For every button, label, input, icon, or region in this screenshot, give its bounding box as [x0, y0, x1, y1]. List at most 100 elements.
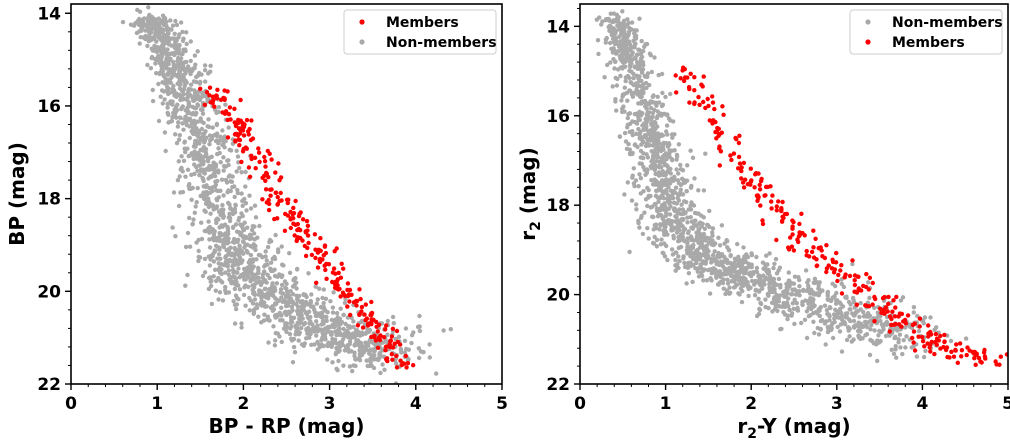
data-point	[890, 310, 894, 314]
data-point	[272, 268, 276, 272]
data-point	[146, 25, 150, 29]
data-point	[637, 65, 641, 69]
data-point	[652, 108, 656, 112]
data-point	[997, 363, 1001, 367]
data-point	[818, 314, 822, 318]
data-point	[336, 315, 340, 319]
data-point	[215, 96, 219, 100]
data-point	[170, 75, 174, 79]
data-point	[672, 236, 676, 240]
data-point	[174, 110, 178, 114]
data-point	[251, 301, 255, 305]
y-tick-label: 20	[546, 286, 570, 306]
data-point	[872, 319, 876, 323]
data-point	[618, 134, 622, 138]
data-point	[235, 149, 239, 153]
data-point	[671, 196, 675, 200]
data-point	[743, 277, 747, 281]
data-point	[199, 72, 203, 76]
data-point	[702, 267, 706, 271]
data-point	[252, 291, 256, 295]
data-point	[611, 57, 615, 61]
data-point	[262, 264, 266, 268]
data-point	[299, 316, 303, 320]
data-point	[755, 194, 759, 198]
data-point	[668, 221, 672, 225]
data-point	[779, 207, 783, 211]
legend-marker	[359, 19, 364, 24]
data-point	[692, 88, 696, 92]
data-point	[252, 308, 256, 312]
data-point	[664, 188, 668, 192]
data-point	[418, 329, 422, 333]
data-point	[221, 216, 225, 220]
data-point	[630, 53, 634, 57]
data-point	[204, 151, 208, 155]
data-point	[595, 18, 599, 22]
data-point	[691, 243, 695, 247]
data-point	[660, 91, 664, 95]
data-point	[689, 200, 693, 204]
data-point	[195, 200, 199, 204]
data-point	[866, 280, 870, 284]
data-point	[368, 313, 372, 317]
data-point	[680, 68, 684, 72]
data-point	[641, 232, 645, 236]
data-point	[689, 186, 693, 190]
data-point	[151, 88, 155, 92]
data-point	[650, 149, 654, 153]
data-point	[668, 92, 672, 96]
data-point	[186, 64, 190, 68]
data-point	[233, 321, 237, 325]
data-point	[942, 339, 946, 343]
data-point	[688, 261, 692, 265]
data-point	[363, 318, 367, 322]
data-point	[323, 268, 327, 272]
data-point	[347, 350, 351, 354]
data-point	[197, 249, 201, 253]
data-point	[284, 294, 288, 298]
data-point	[689, 72, 693, 76]
data-point	[894, 295, 898, 299]
data-point	[262, 279, 266, 283]
data-point	[623, 24, 627, 28]
data-point	[254, 257, 258, 261]
data-point	[878, 307, 882, 311]
data-point	[723, 292, 727, 296]
data-point	[853, 273, 857, 277]
data-point	[196, 129, 200, 133]
data-point	[152, 34, 156, 38]
data-point	[715, 273, 719, 277]
data-point	[232, 184, 236, 188]
x-tick-label: 4	[916, 394, 928, 414]
data-point	[160, 88, 164, 92]
data-point	[178, 133, 182, 137]
data-point	[646, 143, 650, 147]
x-tick-label: 0	[574, 394, 586, 414]
data-point	[915, 354, 919, 358]
data-point	[286, 198, 290, 202]
data-point	[283, 324, 287, 328]
data-point	[742, 161, 746, 165]
data-point	[188, 245, 192, 249]
data-point	[217, 261, 221, 265]
data-point	[206, 156, 210, 160]
data-point	[217, 105, 221, 109]
data-point	[325, 357, 329, 361]
data-point	[192, 99, 196, 103]
data-point	[182, 159, 186, 163]
data-point	[696, 212, 700, 216]
data-point	[234, 307, 238, 311]
data-point	[273, 170, 277, 174]
data-point	[655, 238, 659, 242]
data-point	[737, 141, 741, 145]
data-point	[198, 255, 202, 259]
data-point	[332, 325, 336, 329]
data-point	[935, 337, 939, 341]
data-point	[165, 85, 169, 89]
data-point	[135, 8, 139, 12]
data-point	[841, 304, 845, 308]
data-point	[793, 275, 797, 279]
data-point	[207, 255, 211, 259]
data-point	[637, 48, 641, 52]
